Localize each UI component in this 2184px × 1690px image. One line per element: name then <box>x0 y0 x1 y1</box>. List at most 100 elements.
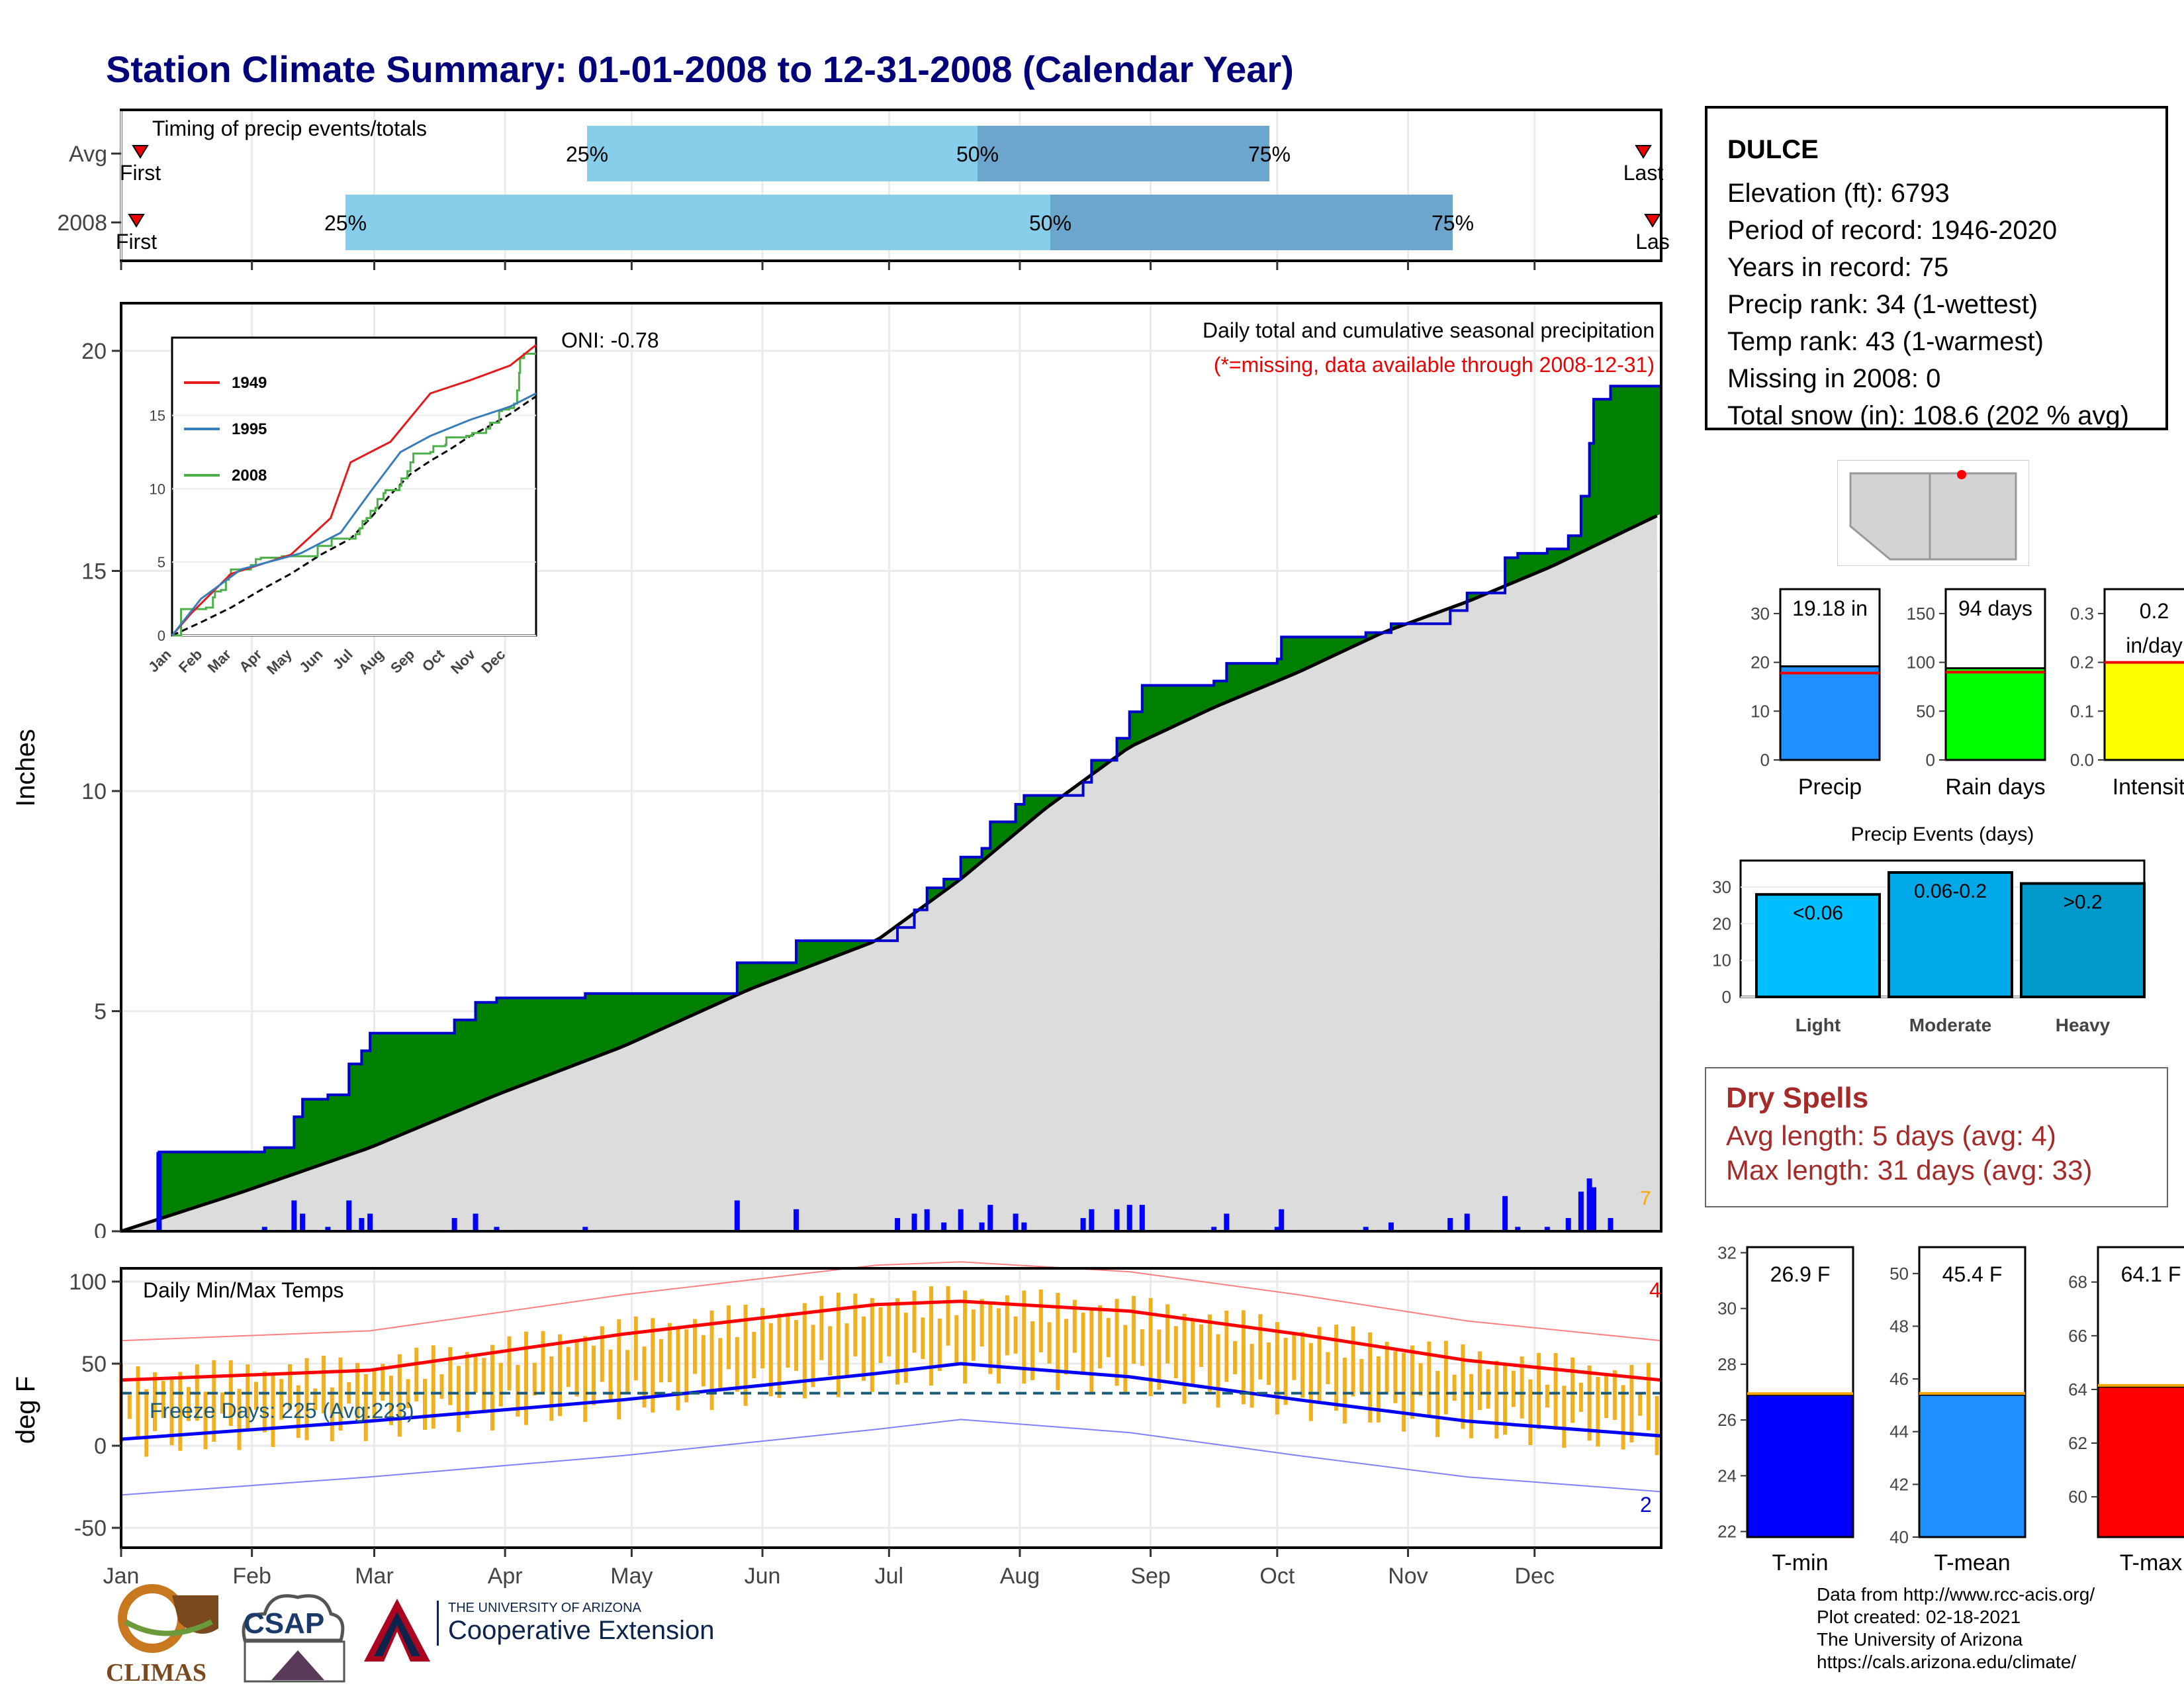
daily-temp-bar <box>1123 1325 1128 1393</box>
temp-bar-tick-label: 28 <box>1717 1354 1737 1374</box>
record-high-count: 4 <box>1649 1278 1661 1302</box>
daily-temp-bar <box>482 1358 486 1411</box>
daily-temp-bar <box>246 1364 250 1431</box>
daily-temp-bar <box>583 1336 588 1423</box>
daily-temp-bar <box>1587 1365 1592 1441</box>
precip-event-category: Light <box>1796 1015 1841 1035</box>
inset-ytick-label: 15 <box>150 407 165 424</box>
dry-spells-max: Max length: 31 days (avg: 33) <box>1726 1154 2093 1186</box>
daily-temp-bar <box>921 1317 925 1360</box>
timing-p50: 50% <box>1029 211 1071 235</box>
timing-p25: 25% <box>324 211 367 235</box>
daily-temp-bar <box>406 1379 410 1409</box>
precip-event-category: Heavy <box>2056 1015 2111 1035</box>
daily-temp-bar <box>1005 1295 1009 1356</box>
record-high-line <box>120 1261 1662 1342</box>
daily-temp-bar <box>1646 1362 1651 1431</box>
temp-bar-name: T-min <box>1772 1550 1829 1575</box>
footer-line: Plot created: 02-18-2021 <box>1817 1607 2021 1627</box>
daily-precip-bar <box>895 1218 901 1231</box>
map-station-dot <box>1957 470 1966 479</box>
daily-precip-bar <box>451 1218 457 1231</box>
daily-temp-bar <box>1359 1358 1364 1393</box>
csap-text: CSAP <box>244 1607 325 1640</box>
first-label: First <box>116 230 157 254</box>
daily-precip-bar <box>582 1227 588 1231</box>
daily-temp-bar <box>220 1392 225 1414</box>
daily-temp-bar <box>625 1350 630 1394</box>
daily-temp-bar <box>431 1345 435 1429</box>
daily-temp-bar <box>1132 1295 1136 1364</box>
daily-temp-bar <box>1503 1362 1508 1435</box>
daily-temp-bar <box>1157 1329 1161 1390</box>
daily-temp-bar <box>465 1352 469 1419</box>
timing-label: Timing of precip events/totals <box>152 117 427 140</box>
daily-temp-bar <box>608 1349 613 1403</box>
daily-temp-bar <box>397 1354 402 1437</box>
temp-bar-value: 45.4 F <box>1942 1262 2003 1286</box>
timing-row-label: Avg <box>69 142 107 167</box>
temp-bar-tick-label: 24 <box>1717 1466 1737 1485</box>
daily-temp-bar <box>187 1387 191 1421</box>
precip-ytick-label: 15 <box>81 559 107 585</box>
daily-temp-bar <box>887 1305 891 1356</box>
daily-temp-bar <box>237 1389 242 1450</box>
timing-bar-q1 <box>345 195 1050 250</box>
daily-temp-bar <box>667 1323 672 1382</box>
daily-precip-bar <box>494 1227 500 1231</box>
daily-temp-bar <box>701 1335 705 1387</box>
summary-bar-value: 19.18 in <box>1792 596 1868 620</box>
precip-events-title: Precip Events (days) <box>1851 823 2034 845</box>
daily-precip-bar <box>1565 1218 1571 1231</box>
daily-temp-bar <box>1283 1338 1288 1405</box>
summary-bar-name: Precip <box>1798 775 1862 800</box>
daily-temp-bar <box>288 1364 293 1410</box>
footer-line: The University of Arizona <box>1817 1629 2023 1650</box>
temp-frame <box>120 1267 1662 1549</box>
daily-temp-bar <box>473 1355 478 1393</box>
daily-precip-bar <box>979 1222 985 1231</box>
daily-precip-bar <box>1608 1218 1614 1231</box>
month-label: Oct <box>1259 1564 1295 1589</box>
daily-precip-bar <box>1080 1218 1086 1231</box>
daily-temp-bar <box>330 1387 334 1442</box>
month-label: Feb <box>232 1564 271 1589</box>
daily-precip-bar <box>1447 1218 1453 1231</box>
daily-temp-bar <box>1604 1375 1609 1419</box>
daily-temp-bar <box>1486 1369 1490 1409</box>
timing-bar-q1 <box>587 126 978 181</box>
daily-temp-bar <box>1452 1374 1457 1401</box>
station-elevation: Elevation (ft): 6793 <box>1727 179 1950 208</box>
daily-precip-bar <box>359 1218 365 1231</box>
daily-temp-bar <box>786 1313 790 1368</box>
daily-temp-bar <box>1317 1327 1322 1401</box>
daily-temp-bar <box>372 1370 377 1420</box>
page-title: Station Climate Summary: 01-01-2008 to 1… <box>106 48 1294 90</box>
summary-tick-label: 10 <box>1751 701 1770 721</box>
timing-bar-q2 <box>1050 195 1453 250</box>
precip-events-tick-label: 0 <box>1722 987 1731 1007</box>
daily-temp-bar <box>1250 1344 1254 1408</box>
dry-spells-title: Dry Spells <box>1726 1082 1869 1114</box>
month-label: Aug <box>1000 1564 1040 1589</box>
month-label: Jan <box>103 1564 140 1589</box>
daily-temp-bar <box>853 1293 858 1356</box>
daily-temp-bar <box>1570 1357 1575 1423</box>
precip-ytick-label: 10 <box>81 779 107 804</box>
precip-event-category: Moderate <box>1909 1015 1991 1035</box>
precip-surplus-area <box>121 386 1661 1232</box>
daily-precip-bar <box>300 1213 306 1231</box>
last-marker <box>1635 145 1652 159</box>
daily-temp-bar <box>1292 1332 1297 1380</box>
daily-temp-bar <box>1115 1299 1119 1386</box>
temp-bar-name: T-mean <box>1934 1550 2010 1575</box>
daily-temp-bar <box>304 1358 309 1440</box>
daily-temp-bar <box>946 1286 950 1346</box>
daily-precip-bar <box>261 1227 267 1231</box>
daily-temp-bar <box>1545 1384 1549 1408</box>
station-total-snow: Total snow (in): 108.6 (202 % avg) <box>1727 401 2129 430</box>
summary-bar <box>2103 661 2184 761</box>
daily-temp-bar <box>693 1319 698 1374</box>
daily-temp-bar <box>161 1380 165 1419</box>
daily-temp-bar <box>1064 1319 1069 1375</box>
